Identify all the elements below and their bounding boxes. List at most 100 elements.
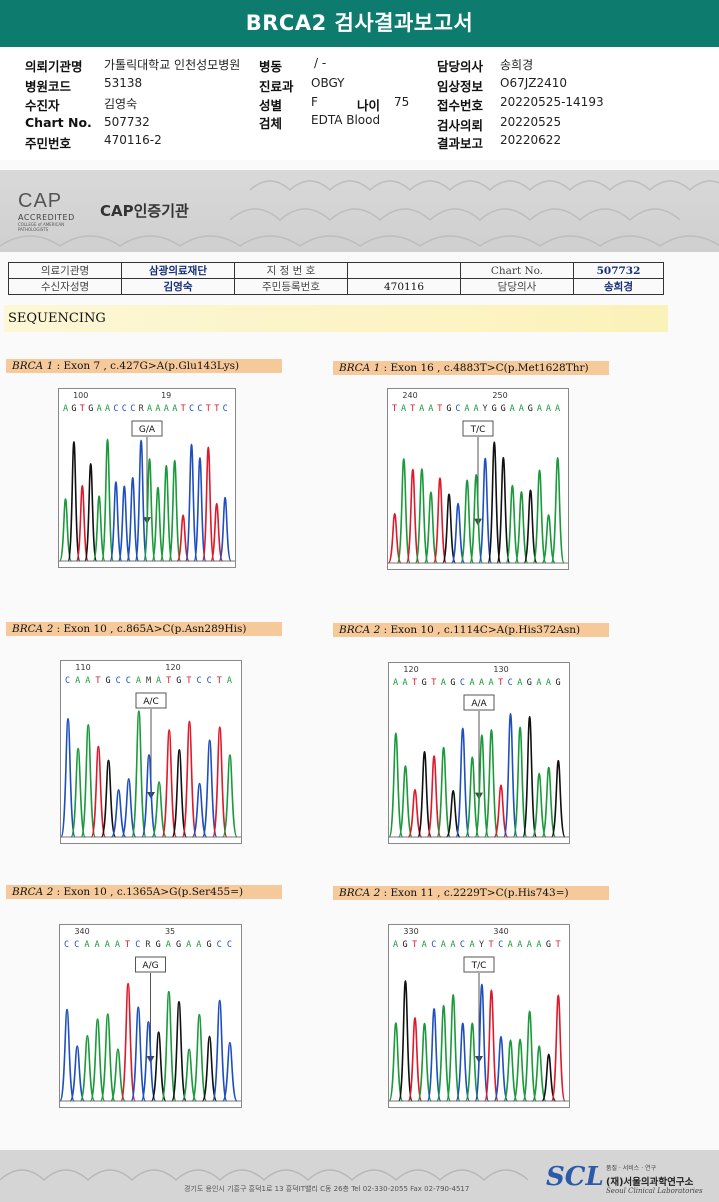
tick-label: 100 [73, 391, 88, 400]
trace-peak [523, 489, 538, 564]
trace-peak [151, 781, 167, 838]
base-letter: A [546, 678, 551, 688]
table-cell: 지 정 번 호 [234, 262, 348, 279]
trace-peak [389, 1022, 404, 1102]
base-letter: A [422, 940, 427, 950]
label-test-request: 검사의뢰 [437, 118, 484, 133]
tick-label: 250 [492, 391, 507, 400]
trace-peak [496, 456, 511, 564]
trace-peak [79, 1034, 96, 1102]
base-letter: T [181, 404, 186, 414]
trace-peak [512, 1038, 528, 1102]
tick-label: 240 [402, 391, 417, 400]
genotype-call-box [135, 692, 167, 709]
trace-peak [89, 1018, 106, 1102]
value-patient: 김영숙 [104, 97, 138, 111]
trace-peak [478, 457, 493, 564]
report-header: 의뢰기관명 가톨릭대학교 인천성모병원 병동 / - 담당의사 송희경 병원코드… [0, 48, 719, 158]
base-letter: G [422, 678, 427, 688]
value-specimen: EDTA Blood [311, 113, 381, 127]
chromatogram: 340 35 C C A A A A T C R G A G A A G C C A/G [59, 924, 242, 1108]
base-letter: T [412, 940, 417, 950]
variant-label: BRCA 1 : Exon 7 , c.427G>A(p.Glu143Lys) [6, 359, 282, 373]
trace-peak [120, 778, 137, 838]
label-ward: 병동 [259, 59, 283, 74]
trace-peak [541, 1053, 557, 1102]
trace-peak [100, 438, 115, 562]
trace-peak [483, 729, 499, 838]
base-letter: G [450, 678, 455, 688]
tick-label: 340 [74, 927, 89, 936]
trace-peak [464, 1022, 480, 1102]
base-letter: C [431, 940, 436, 950]
base-letter: A [147, 404, 152, 414]
base-letter: G [527, 678, 532, 688]
base-letter: C [197, 676, 202, 686]
variant-label: BRCA 2 : Exon 10 , c.1365A>G(p.Ser455=) [6, 885, 282, 899]
base-letter: A [84, 940, 89, 950]
base-letter: G [176, 940, 181, 950]
trace-peak [531, 1045, 547, 1102]
base-letter: A [473, 404, 478, 414]
base-letter: A [105, 404, 110, 414]
trace-peak [503, 712, 519, 838]
genotype-call: A/G [142, 961, 158, 971]
value-requesting-institution: 가톨릭대학교 인천성모병원 [104, 58, 241, 72]
trace-peak [407, 788, 423, 838]
base-letter: T [95, 676, 100, 686]
value-result-report: 20220622 [500, 133, 562, 147]
base-letter: T [166, 676, 171, 686]
trace-peak [201, 739, 218, 838]
trace-peak [191, 1013, 208, 1102]
base-letter: A [63, 404, 68, 414]
base-letter: C [65, 676, 70, 686]
base-letter: A [155, 404, 160, 414]
base-letter: T [80, 404, 85, 414]
table-cell: Chart No. [460, 262, 574, 279]
base-letter: A [527, 940, 532, 950]
trace-peak [483, 989, 499, 1102]
base-letter: C [223, 404, 228, 414]
value-chart-no: 507732 [104, 115, 150, 129]
trace-peak [140, 1021, 157, 1102]
base-letter: A [403, 678, 408, 688]
base-letter: T [555, 940, 560, 950]
trace-peak [550, 456, 565, 564]
chromatogram-trace: 100 19A G T G A A C C C R A A A A T C C T T CG/A [59, 391, 235, 562]
value-hospital-code: 53138 [104, 76, 143, 90]
trace-peak [151, 486, 165, 562]
base-letter: C [498, 940, 503, 950]
base-letter: C [217, 940, 222, 950]
chromatogram: 240 250 T A T A A T G C A A Y G G A A G A A A T/C [387, 388, 569, 570]
trace-peak [487, 441, 502, 564]
trace-peak [211, 999, 228, 1102]
trace-peak [407, 1017, 423, 1102]
trace-peak [168, 459, 182, 562]
cap-logo: CAP ACCREDITED COLLEGE of AMERICAN PATHO… [18, 190, 75, 232]
trace-peak [541, 766, 557, 838]
base-letter: T [217, 676, 222, 686]
tick-label: 19 [161, 391, 171, 400]
trace-peak [134, 439, 148, 562]
label-hospital-code: 병원코드 [25, 79, 72, 94]
base-letter: T [125, 940, 130, 950]
trace-peak [75, 484, 89, 562]
base-letter: C [460, 940, 465, 950]
base-letter: C [197, 404, 202, 414]
genotype-call-box [135, 956, 166, 973]
trace-peak [493, 1035, 509, 1102]
trace-peak [493, 784, 509, 838]
value-resident-number: 470116-2 [104, 133, 162, 147]
trace-peak [211, 726, 228, 838]
base-letter: A [172, 404, 177, 414]
label-patient: 수진자 [25, 98, 60, 113]
value-test-request: 20220525 [500, 115, 562, 129]
trace-peak [184, 443, 199, 562]
genotype-call-box [463, 694, 495, 711]
tick-label: 110 [75, 663, 90, 672]
base-letter: A [401, 404, 406, 414]
base-letter: A [536, 678, 541, 688]
trace-peak [110, 1048, 126, 1102]
trace-peak [160, 990, 177, 1102]
